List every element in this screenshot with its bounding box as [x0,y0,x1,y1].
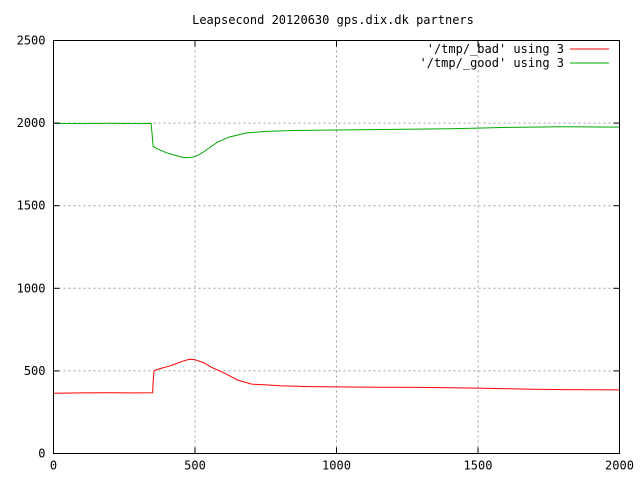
y-tick-label: 0 [38,447,45,461]
x-tick-label: 1000 [322,459,351,473]
chart-title: Leapsecond 20120630 gps.dix.dk partners [192,13,474,27]
series-line-bad [53,358,620,394]
x-tick-label: 0 [50,459,57,473]
y-tick-label: 500 [24,364,46,378]
legend-label-bad: '/tmp/_bad' using 3 [427,42,564,56]
x-tick-label: 2000 [605,459,634,473]
x-tick-label: 1500 [464,459,493,473]
y-tick-label: 2500 [17,34,46,48]
y-tick-labels: 0 500 1000 1500 2000 2500 [17,34,46,461]
legend: '/tmp/_bad' using 3 '/tmp/_good' using 3 [420,42,609,70]
y-tick-label: 1000 [17,281,46,295]
x-tick-label: 500 [184,459,206,473]
x-tick-labels: 0 500 1000 1500 2000 [50,459,634,473]
series-layer [53,122,620,394]
y-tick-label: 2000 [17,116,46,130]
legend-label-good: '/tmp/_good' using 3 [420,56,565,70]
axis-ticks [53,40,620,454]
y-tick-label: 1500 [17,199,46,213]
series-line-good [53,122,620,159]
grid-lines [53,40,620,454]
